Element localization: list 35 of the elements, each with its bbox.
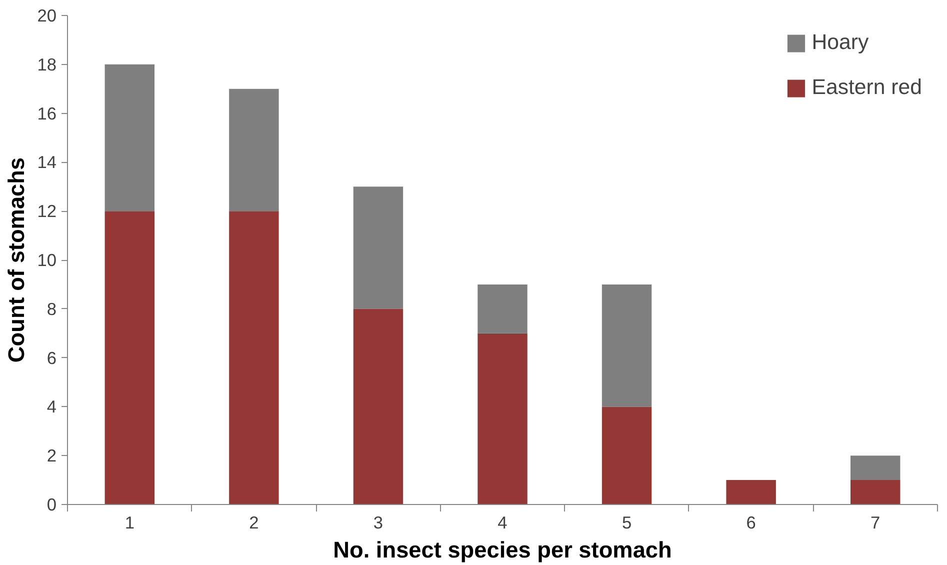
x-tick-label: 7 [870, 512, 880, 532]
y-tick-label: 0 [46, 494, 57, 514]
bar [104, 211, 154, 504]
y-tick-label: 16 [37, 103, 57, 124]
y-tick-label: 10 [37, 250, 57, 270]
x-tick-label: 1 [124, 512, 134, 532]
bar [850, 456, 900, 480]
y-tick-label: 14 [37, 152, 57, 172]
x-tick-label: 5 [622, 512, 632, 532]
bar [353, 186, 404, 309]
x-tick-label: 4 [498, 512, 508, 532]
legend-label: Hoary [812, 30, 869, 55]
x-tick-label: 2 [249, 512, 259, 532]
bar [726, 480, 776, 504]
bar [850, 480, 900, 504]
x-axis-title: No. insect species per stomach [333, 536, 672, 562]
y-tick-label: 12 [37, 201, 57, 222]
y-axis-title: Count of stomachs [3, 157, 30, 363]
x-tick-label: 6 [746, 512, 756, 532]
y-tick-label: 8 [46, 298, 57, 319]
y-tick-label: 18 [37, 54, 57, 74]
bar [478, 284, 528, 334]
bar [602, 406, 652, 504]
y-tick-label: 20 [37, 6, 57, 26]
bar [229, 211, 279, 504]
bar [353, 308, 404, 504]
y-tick-label: 6 [46, 348, 57, 368]
x-tick-label: 3 [373, 512, 384, 532]
y-tick-label: 2 [46, 446, 57, 466]
bar [602, 284, 652, 407]
bar [478, 333, 528, 504]
bar [104, 64, 154, 212]
bar [229, 88, 279, 212]
y-tick-label: 4 [46, 396, 57, 417]
legend-label: Eastern red [812, 75, 922, 100]
